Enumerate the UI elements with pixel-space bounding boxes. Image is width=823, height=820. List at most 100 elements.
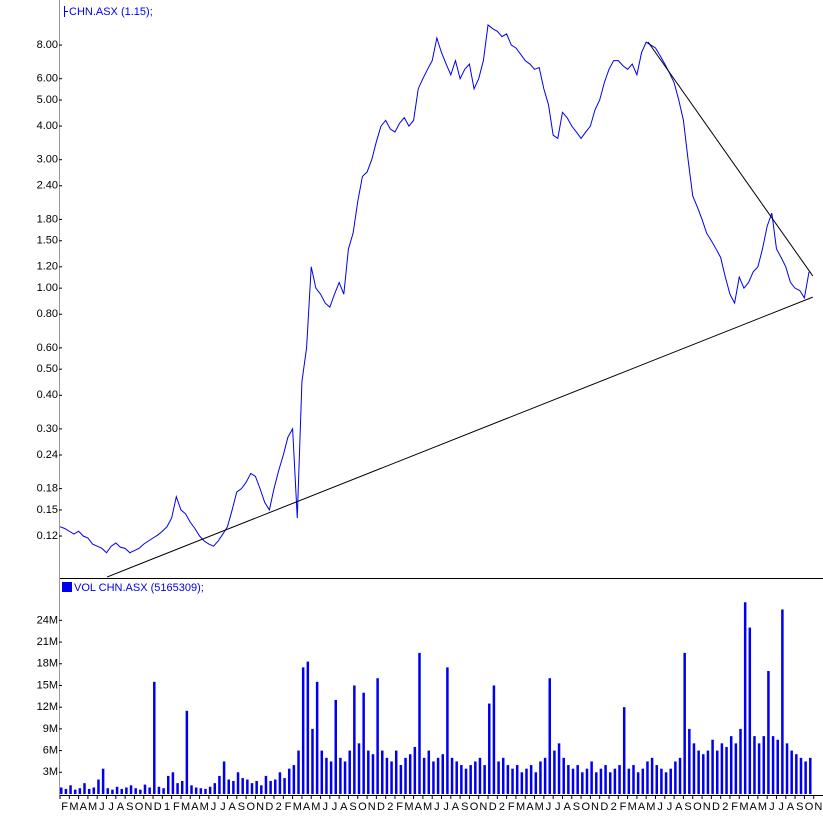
volume-bar (148, 787, 151, 794)
y-tick-label: 0.12 (37, 530, 58, 542)
x-tick-label: D (265, 801, 273, 813)
volume-bar (162, 788, 165, 794)
x-tick-label: N (814, 801, 822, 813)
y-tick-label: 6.00 (37, 73, 58, 85)
x-tick-label: A (675, 801, 683, 813)
volume-bar (436, 757, 440, 794)
volume-bar (120, 788, 123, 794)
volume-bar (799, 757, 803, 794)
x-tick-label: M (181, 801, 190, 813)
volume-bar (236, 772, 240, 794)
volume-bar (795, 754, 798, 794)
volume-bar (241, 778, 244, 794)
y-tick-label: 5.00 (37, 94, 58, 106)
y-tick-label: 0.30 (37, 423, 58, 435)
x-tick-label: N (591, 801, 599, 813)
volume-bar (622, 707, 626, 794)
x-tick-label: M (758, 801, 767, 813)
volume-bar (809, 757, 812, 794)
volume-bar (167, 775, 170, 794)
volume-bar (264, 775, 268, 794)
volume-bar (394, 750, 398, 794)
volume-bar (311, 728, 314, 794)
x-tick-label: S (238, 801, 245, 813)
volume-bar (715, 750, 719, 794)
volume-bar (734, 743, 738, 794)
volume-bar (390, 761, 393, 794)
x-tick-label: M (646, 801, 655, 813)
volume-bar (357, 743, 361, 794)
x-tick-label: N (703, 801, 711, 813)
x-tick-label: O (581, 801, 590, 813)
volume-bar (399, 765, 403, 794)
x-tick-label: M (516, 801, 525, 813)
volume-bar (353, 685, 356, 794)
volume-bar (618, 765, 621, 794)
volume-legend: VOL CHN.ASX (5165309); (74, 582, 204, 594)
volume-bar (534, 772, 538, 794)
volume-bar (748, 627, 752, 794)
volume-bar (590, 761, 593, 794)
volume-bar (222, 761, 226, 794)
y-tick-label: 0.80 (37, 308, 58, 320)
x-tick-label: A (117, 801, 125, 813)
volume-bar (413, 746, 417, 794)
volume-bar (678, 757, 682, 794)
y-tick-label: 8.00 (37, 39, 58, 51)
y2-tick-label: 21M (37, 636, 58, 648)
x-tick-label: D (154, 801, 162, 813)
y2-tick-label: 24M (37, 614, 58, 626)
volume-bar (255, 780, 258, 794)
volume-bar (157, 786, 161, 794)
x-tick-label: A (340, 801, 348, 813)
y2-tick-label: 12M (37, 701, 58, 713)
volume-bar (441, 754, 444, 794)
volume-bar (329, 761, 333, 794)
volume-bar (660, 768, 663, 794)
y-tick-label: 0.40 (37, 389, 58, 401)
volume-bar (287, 768, 291, 794)
y-tick-label: 1.80 (37, 213, 58, 225)
x-tick-label: 2 (499, 801, 505, 813)
volume-bar (339, 757, 342, 794)
trend-line (647, 41, 814, 277)
x-tick-label: O (805, 801, 814, 813)
volume-bar (674, 761, 677, 794)
volume-bar (464, 768, 468, 794)
y-tick-label: 0.24 (37, 449, 58, 461)
y-tick-label: 1.00 (37, 282, 58, 294)
volume-bar (702, 754, 705, 794)
volume-bar (176, 783, 179, 794)
volume-bar (711, 739, 714, 794)
volume-bar (204, 788, 207, 794)
volume-bar (376, 678, 379, 794)
volume-bar (669, 768, 672, 794)
x-tick-label: M (404, 801, 413, 813)
volume-bar (101, 768, 105, 794)
x-tick-label: J (220, 801, 226, 813)
x-tick-label: M (423, 801, 432, 813)
volume-bar (729, 736, 733, 794)
volume-bar (153, 681, 156, 794)
volume-bar (404, 757, 407, 794)
volume-bar (283, 778, 286, 794)
volume-bar (218, 775, 221, 794)
x-tick-label: 2 (387, 801, 393, 813)
volume-bar (767, 670, 770, 794)
volume-bar (232, 780, 235, 794)
volume-bar (511, 768, 514, 794)
volume-bar (460, 765, 463, 794)
volume-bar (92, 787, 96, 794)
x-tick-label: J (778, 801, 784, 813)
x-tick-label: J (667, 801, 673, 813)
x-tick-label: J (769, 801, 775, 813)
volume-bar (706, 750, 710, 794)
x-tick-label: M (628, 801, 637, 813)
volume-bar (539, 761, 542, 794)
volume-bar (543, 757, 547, 794)
volume-bar (194, 787, 198, 794)
x-tick-label: 2 (276, 801, 282, 813)
x-tick-label: F (61, 801, 68, 813)
price-legend: CHN.ASX (1.15); (69, 6, 153, 18)
x-tick-label: M (88, 801, 97, 813)
